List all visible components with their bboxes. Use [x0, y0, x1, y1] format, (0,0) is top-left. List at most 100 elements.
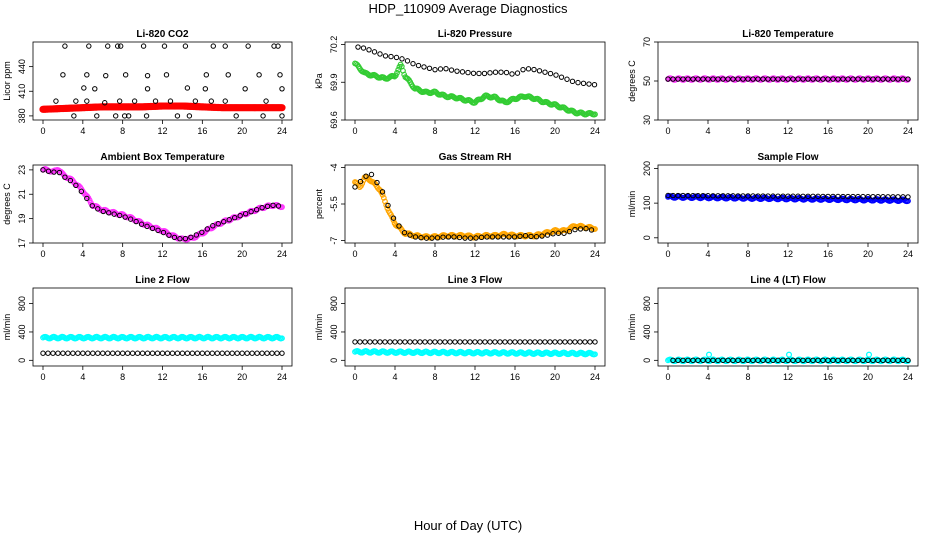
data-point	[193, 232, 200, 238]
data-point	[244, 350, 250, 356]
data-point	[690, 357, 696, 364]
y-tick-label: 0	[642, 235, 652, 240]
y-tick-label: 23	[17, 165, 27, 175]
data-point	[194, 350, 201, 356]
data-point	[149, 350, 156, 356]
data-point	[457, 339, 463, 345]
data-point	[429, 235, 435, 241]
x-tick-label: 12	[470, 249, 480, 259]
data-point	[377, 339, 383, 345]
data-point	[112, 113, 119, 119]
x-tick-label: 20	[550, 249, 560, 259]
data-point	[564, 76, 570, 82]
data-point	[117, 43, 124, 49]
y-axis-label: percent	[314, 188, 324, 219]
data-point	[750, 357, 756, 364]
data-point	[215, 221, 221, 227]
data-point	[870, 76, 876, 82]
series-black	[670, 357, 911, 364]
y-axis-label: ml/min	[627, 191, 637, 218]
data-point	[720, 76, 726, 82]
data-point	[122, 214, 128, 220]
data-point	[875, 194, 881, 200]
x-tick-label: 24	[277, 126, 287, 136]
data-point	[582, 339, 588, 345]
data-point	[225, 72, 231, 78]
data-point	[481, 70, 488, 77]
data-point	[755, 193, 761, 199]
data-point	[750, 76, 756, 82]
data-point	[396, 223, 402, 229]
data-point	[785, 76, 791, 82]
data-point	[795, 193, 801, 199]
data-point	[249, 350, 255, 356]
data-point	[815, 193, 821, 200]
data-point	[388, 53, 394, 60]
x-tick-label: 20	[863, 249, 873, 259]
data-point	[263, 98, 269, 104]
data-point	[855, 76, 861, 82]
x-tick-label: 8	[432, 372, 437, 382]
data-point	[840, 76, 846, 82]
data-point	[382, 53, 389, 59]
data-point	[214, 350, 220, 356]
data-point	[870, 357, 876, 364]
series-cyan	[352, 348, 598, 358]
data-point	[116, 212, 123, 219]
data-point	[171, 234, 178, 241]
data-point	[367, 339, 373, 345]
data-point	[533, 234, 540, 240]
data-point	[245, 43, 251, 49]
data-point	[407, 232, 413, 238]
data-point	[140, 43, 147, 49]
data-point	[106, 210, 112, 216]
data-point	[715, 76, 721, 82]
x-tick-label: 12	[157, 249, 167, 259]
data-point	[437, 339, 443, 345]
data-point	[233, 113, 239, 119]
y-tick-label: 0	[329, 358, 339, 363]
x-tick-label: 4	[392, 249, 397, 259]
y-tick-label: 50	[642, 76, 652, 86]
data-point	[875, 76, 881, 82]
data-point	[520, 66, 526, 73]
chart-panel-5: Gas Stream RH percent 0 4 8 12 16 20 24 -7 -5.5 -4	[314, 152, 606, 259]
data-point	[222, 43, 228, 49]
series-black	[352, 171, 595, 241]
data-point	[169, 350, 176, 356]
data-point	[221, 219, 227, 225]
data-point	[489, 234, 496, 240]
data-point	[379, 189, 386, 195]
data-point	[885, 194, 891, 200]
data-point	[100, 350, 106, 356]
data-point	[575, 79, 581, 86]
data-point	[820, 76, 826, 82]
data-point	[865, 357, 871, 364]
data-point	[390, 217, 397, 224]
y-tick-label: 70	[642, 37, 652, 47]
data-point	[760, 357, 766, 364]
data-point	[592, 226, 598, 232]
data-point	[421, 64, 427, 70]
data-point	[360, 45, 367, 51]
data-point	[760, 193, 766, 199]
data-point	[192, 98, 199, 104]
data-point	[477, 339, 483, 345]
y-tick-label: 69.6	[329, 111, 339, 129]
data-point	[270, 202, 276, 209]
data-point	[740, 76, 746, 82]
data-point	[905, 194, 911, 200]
data-point	[472, 339, 478, 345]
x-tick-label: 16	[510, 249, 520, 259]
data-point	[379, 191, 386, 198]
data-point	[277, 72, 283, 78]
data-point	[50, 350, 56, 356]
data-point	[730, 76, 736, 82]
x-tick-label: 20	[237, 249, 247, 259]
x-tick-label: 24	[277, 249, 287, 259]
x-axis-caption: Hour of Day (UTC)	[413, 518, 523, 533]
data-point	[591, 82, 598, 88]
data-point	[462, 339, 468, 345]
y-tick-label: 380	[17, 108, 27, 123]
data-point	[820, 193, 826, 200]
